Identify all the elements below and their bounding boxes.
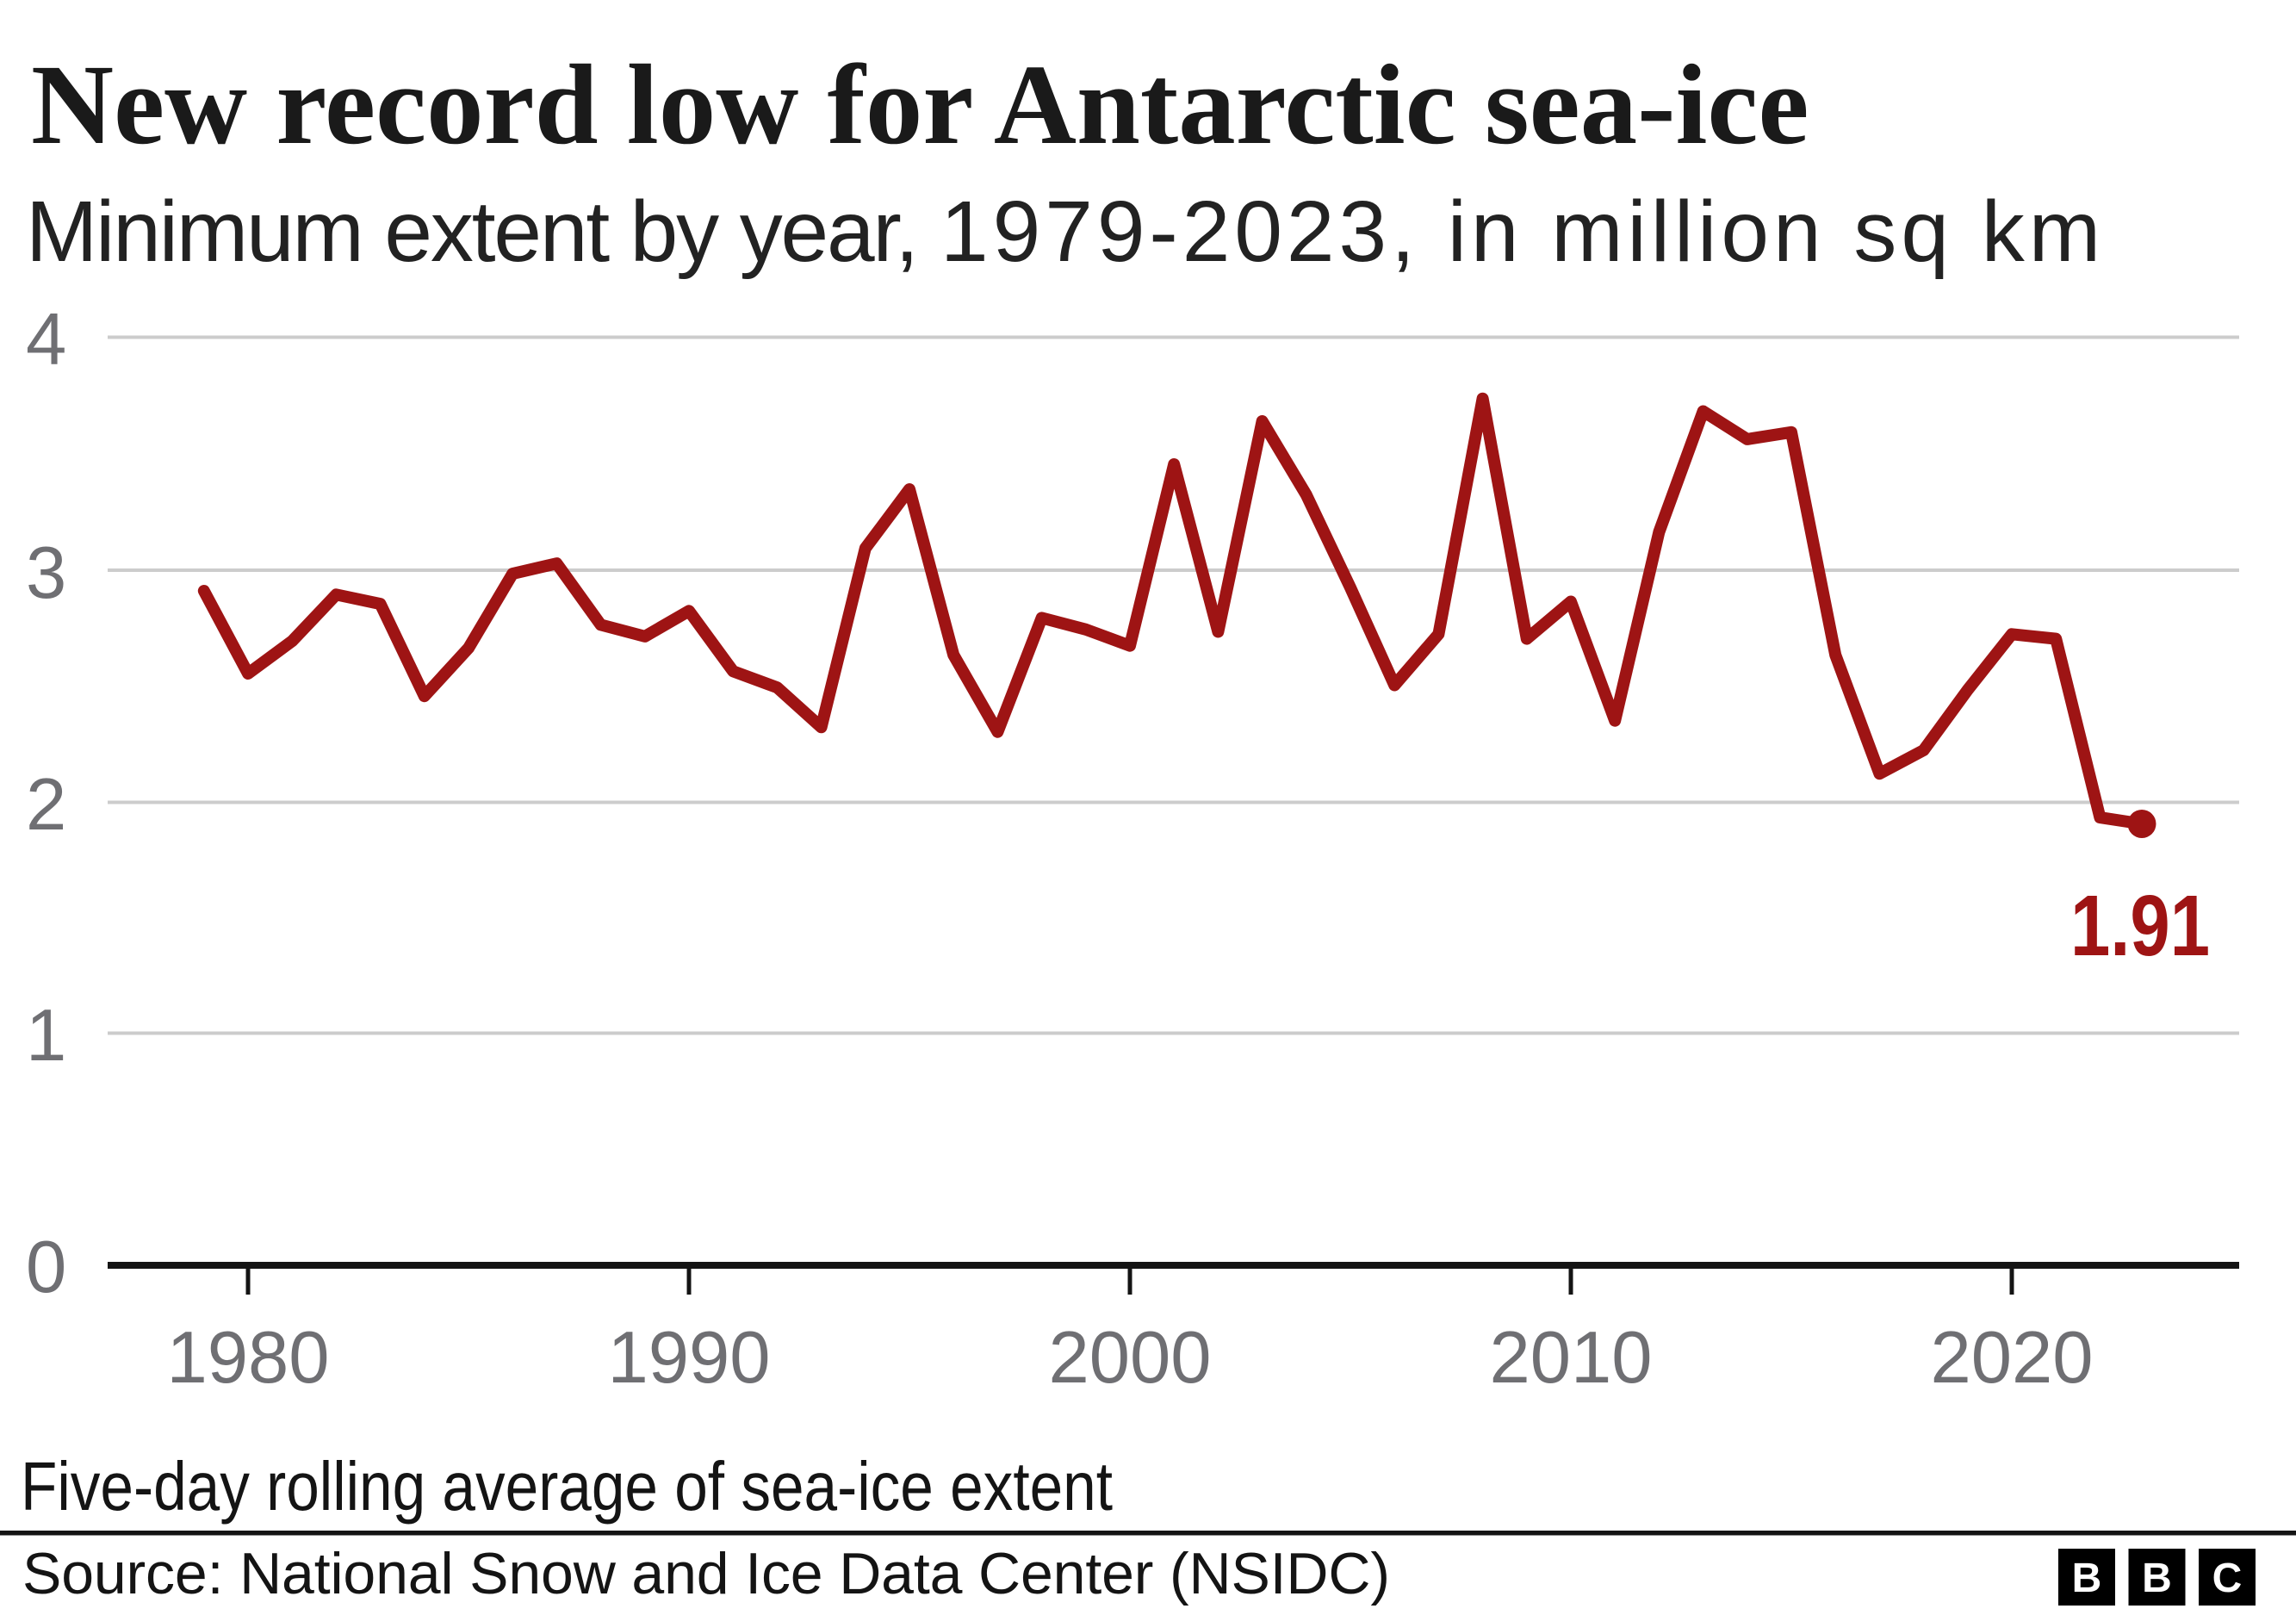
svg-text:2010: 2010	[1489, 1317, 1652, 1399]
svg-text:2000: 2000	[1048, 1317, 1211, 1399]
svg-text:B: B	[2072, 1556, 2102, 1601]
svg-text:1.91: 1.91	[2070, 878, 2210, 974]
svg-text:1990: 1990	[607, 1317, 770, 1399]
svg-text:1: 1	[26, 995, 66, 1077]
svg-text:1979-2023, in million sq km: 1979-2023, in million sq km	[940, 183, 2101, 280]
svg-text:4: 4	[26, 299, 66, 381]
svg-text:0: 0	[26, 1227, 66, 1308]
svg-text:1980: 1980	[166, 1317, 329, 1399]
svg-text:2020: 2020	[1930, 1317, 2093, 1399]
svg-text:C: C	[2212, 1556, 2243, 1601]
svg-text:Five-day rolling average of se: Five-day rolling average of sea-ice exte…	[21, 1448, 1113, 1525]
svg-text:2: 2	[26, 764, 66, 846]
svg-text:3: 3	[26, 532, 66, 614]
svg-text:New record low for Antarctic s: New record low for Antarctic sea-ice	[31, 40, 1809, 168]
svg-text:Source: National Snow and Ice: Source: National Snow and Ice Data Cente…	[22, 1541, 1390, 1606]
svg-text:B: B	[2142, 1556, 2172, 1601]
svg-text:Minimum extent by year,: Minimum extent by year,	[26, 183, 919, 280]
